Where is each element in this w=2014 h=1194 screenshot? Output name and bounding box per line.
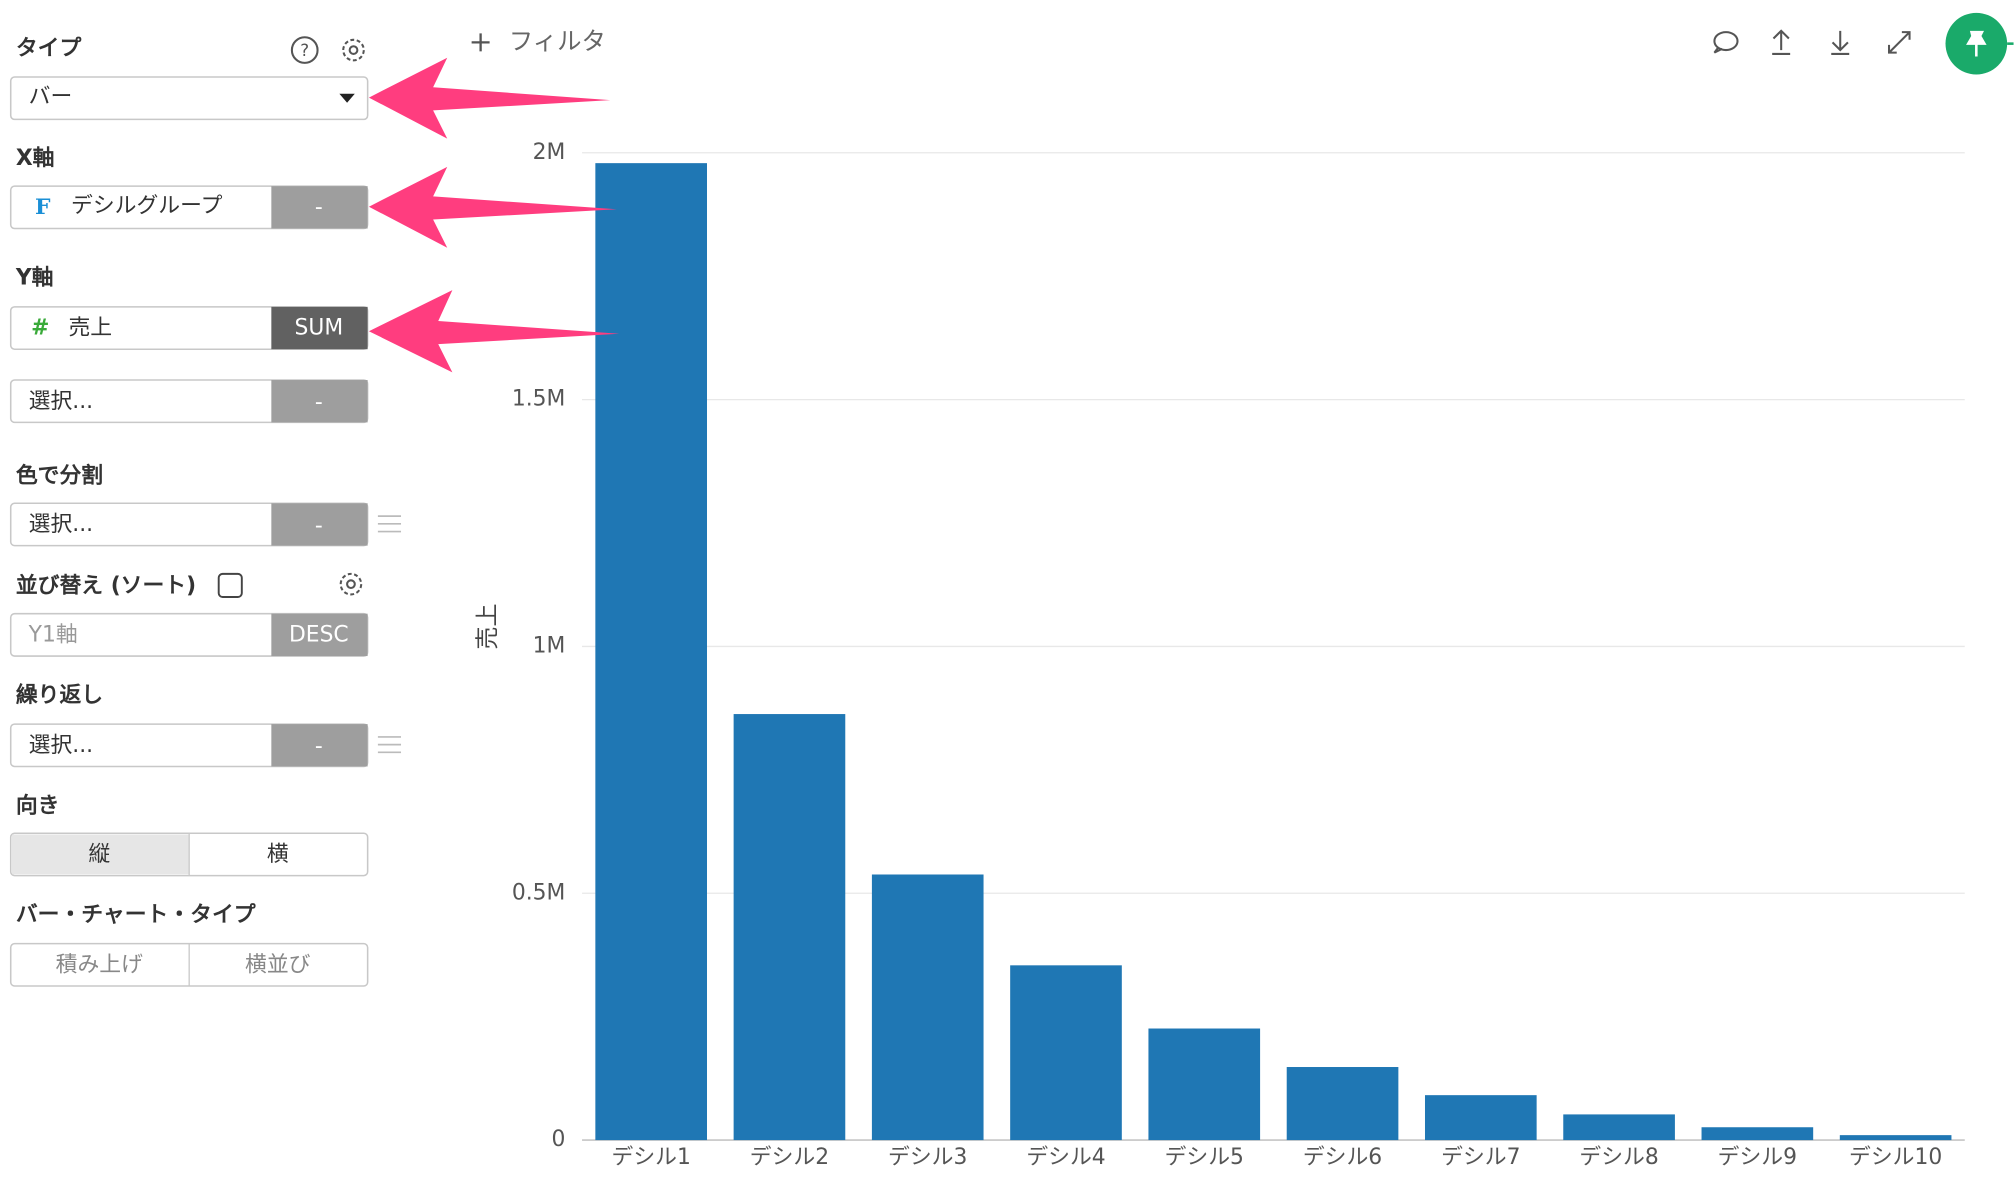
y-tick-label: 0.5M: [512, 880, 566, 905]
section-label: タイプ: [16, 36, 82, 61]
y-axis-extra-field[interactable]: 選択... -: [9, 379, 369, 424]
color-split-field[interactable]: 選択... -: [9, 502, 369, 547]
aggregate: -: [315, 390, 323, 415]
download-icon[interactable]: [1831, 30, 1850, 55]
segment-label[interactable]: 横: [267, 842, 289, 867]
section-label: 向き: [16, 792, 60, 818]
bar: [1148, 1028, 1261, 1141]
sort-field: Y1軸 DESC: [9, 612, 369, 657]
x-axis-field[interactable]: F デシルグループ -: [9, 185, 369, 230]
x-tick-label: デシル7: [1441, 1145, 1520, 1170]
x-tick-label: デシル2: [750, 1145, 829, 1170]
x-tick-label: デシル1: [612, 1145, 691, 1170]
filter-label: フィルタ: [509, 26, 606, 55]
bar: [871, 874, 984, 1141]
bar: [1839, 1135, 1952, 1141]
bar: [1563, 1114, 1675, 1141]
aggregate: -: [315, 734, 323, 759]
y-tick-label: 0: [551, 1127, 565, 1152]
aggregate: -: [315, 195, 323, 220]
x-tick-label: デシル3: [888, 1145, 967, 1170]
help-icon[interactable]: ?: [290, 36, 319, 64]
x-tick-label: デシル4: [1026, 1145, 1105, 1170]
aggregate: -: [315, 513, 323, 538]
x-tick-label: デシル9: [1718, 1145, 1797, 1170]
field-name: Y1軸: [28, 623, 78, 648]
expand-icon[interactable]: [1887, 31, 1911, 54]
y-tick-label: 2M: [533, 140, 566, 165]
segment-label[interactable]: 積み上げ: [56, 952, 143, 977]
section-label: 並び替え (ソート): [16, 573, 196, 599]
menu-icon[interactable]: [377, 736, 402, 754]
x-tick-label: デシル10: [1849, 1145, 1942, 1170]
segment-selected[interactable]: [12, 834, 190, 875]
annotation-arrow: [368, 290, 620, 373]
segment-label[interactable]: 横並び: [245, 952, 311, 977]
settings-icon[interactable]: [342, 38, 365, 62]
sort-checkbox[interactable]: [217, 572, 243, 598]
section-label: バー・チャート・タイプ: [16, 902, 256, 927]
aggregate: SUM: [295, 316, 344, 341]
dropdown-value: バー: [29, 85, 73, 110]
annotation-arrow: [368, 166, 617, 248]
type-dropdown[interactable]: バー: [9, 76, 369, 121]
field-name: 選択...: [29, 512, 93, 537]
x-tick-label: デシル5: [1165, 1145, 1244, 1170]
comment-icon[interactable]: [1713, 31, 1739, 54]
field-name: 選択...: [29, 389, 93, 414]
field-icon: F: [35, 195, 51, 220]
filter-button[interactable]: フィルタ: [471, 26, 606, 55]
y-axis-field[interactable]: # 売上 SUM: [9, 306, 369, 350]
annotation-arrow: [368, 57, 611, 139]
section-label: Y軸: [15, 265, 54, 291]
settings-icon[interactable]: [339, 572, 363, 596]
bar: [1424, 1095, 1537, 1141]
section-label: 色で分割: [16, 462, 103, 488]
chart: 売上 0 0.5M 1M 1.5M 2M デシル1 デシル2 デシル3 デシル4 デシル5 デシル6…: [475, 140, 1965, 1170]
segment-label[interactable]: 縦: [88, 842, 110, 867]
bar: [1286, 1067, 1399, 1141]
bar: [1701, 1127, 1814, 1141]
field-icon: #: [31, 316, 49, 341]
sort-order: DESC: [289, 623, 349, 648]
bar: [733, 714, 846, 1141]
bar: [595, 163, 707, 1141]
section-label: X軸: [16, 145, 55, 171]
pin-button[interactable]: [1945, 12, 2014, 75]
y-tick-label: 1M: [533, 633, 566, 658]
field-name: デシルグループ: [71, 194, 223, 219]
x-tick-label: デシル8: [1579, 1145, 1658, 1170]
field-name: 売上: [68, 316, 112, 341]
section-label: 繰り返し: [16, 682, 103, 708]
field-name: 選択...: [29, 733, 93, 758]
help-glyph: ?: [300, 41, 309, 60]
y-axis-title: 売上: [475, 603, 501, 649]
menu-icon[interactable]: [377, 515, 402, 533]
x-tick-label: デシル6: [1303, 1145, 1382, 1170]
upload-icon[interactable]: [1772, 29, 1791, 55]
bar: [1010, 965, 1122, 1141]
y-tick-label: 1.5M: [512, 387, 566, 412]
repeat-field[interactable]: 選択... -: [9, 723, 369, 768]
